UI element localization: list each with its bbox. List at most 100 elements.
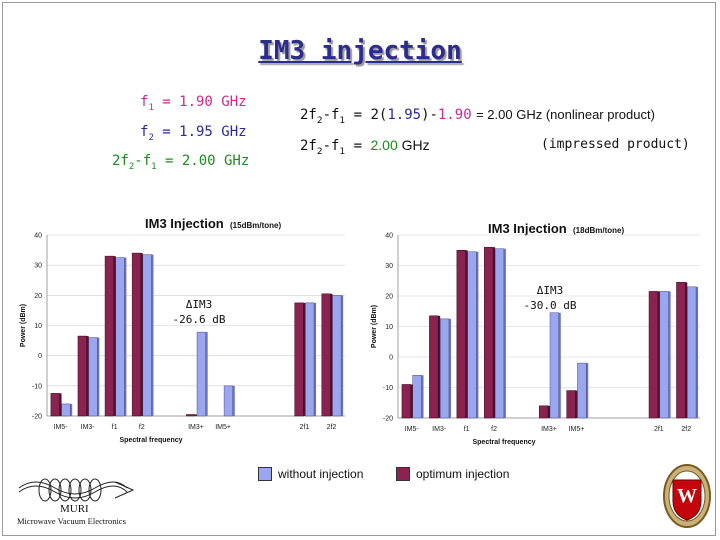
chart0-xtick: IM5+: [215, 424, 231, 431]
chart0-bar-without: [305, 302, 315, 417]
f1-symbol: f: [140, 94, 149, 110]
chart0-xtick: IM5-: [54, 424, 69, 431]
chart-right: IM3 Injection (18dBm/tone) -20 -10 0 10 20 30 40…: [371, 221, 700, 446]
chart1-bar-without: [467, 251, 477, 419]
chart0-subtitle: (15dBm/tone): [230, 221, 281, 230]
chart1-bar-without: [494, 248, 505, 419]
chart0-xlabel: Spectral frequency: [119, 437, 182, 444]
chart1-bar-without: [687, 286, 697, 419]
f2-symbol: f: [140, 124, 149, 140]
chart0-annotation-value: -26.6 dB: [173, 313, 226, 326]
chart1-bar-optimum: [566, 390, 576, 419]
imd-definition: 2f2-f1 = 2.00 GHz: [112, 153, 249, 172]
chart1-ytick: -10: [383, 385, 393, 392]
chart1-bar-optimum: [456, 250, 466, 419]
imp-term-b: -f: [322, 138, 340, 154]
imp-term-a: 2f: [300, 138, 317, 154]
legend-without-swatch: [258, 467, 272, 481]
chart0-bar-optimum: [50, 393, 60, 417]
chart0-bar-optimum: [186, 414, 196, 417]
chart1-ylabel: Power (dBm): [371, 305, 378, 348]
nl-sub-1: 1: [339, 115, 346, 126]
impressed-label: (impressed product): [541, 137, 690, 152]
chart0-xtick: f2: [139, 424, 145, 431]
chart1-xtick: 2f1: [654, 426, 664, 433]
chart1-ytick: 0: [389, 355, 393, 362]
imp-sub-2: 2: [316, 146, 323, 157]
f2-definition: f2 = 1.95 GHz: [140, 124, 247, 143]
nl-f2-value: 1.95: [387, 107, 422, 123]
muri-logo: MURI Microwave Vacuum Electronics: [15, 470, 140, 530]
chart0-bar-without: [223, 385, 234, 417]
chart0-bar-without: [332, 295, 342, 417]
uw-seal: W: [662, 463, 712, 529]
chart0-ytick: 20: [34, 293, 42, 300]
chart1-xlabel: Spectral frequency: [472, 439, 535, 446]
imp-mid: =: [345, 138, 371, 154]
chart0-bar-optimum: [131, 252, 142, 417]
chart1-bar-without: [659, 291, 669, 419]
chart0-bar-optimum: [104, 255, 114, 417]
chart0-ytick: -20: [32, 414, 42, 421]
nonlinear-equation: 2f2-f1 = 2(1.95)-1.90 = 2.00 GHz (nonlin…: [300, 107, 655, 126]
f1-subscript: 1: [148, 102, 154, 113]
chart0-ytick: -10: [32, 383, 42, 390]
chart1-ytick: 20: [385, 294, 393, 301]
nl-sub-2: 2: [316, 115, 323, 126]
chart0-bar-without: [88, 337, 98, 417]
chart1-xtick: f1: [464, 426, 470, 433]
uw-crest-graphic: [663, 464, 711, 528]
impressed-equation: 2f2-f1 = 2.00 GHz: [300, 137, 430, 157]
chart-left: IM3 Injection (15dBm/tone) -20 -10 0 10 20 30 40…: [20, 216, 345, 444]
chart1-bar-without: [412, 375, 422, 419]
chart1-ytick: 40: [385, 233, 393, 240]
f2-value: = 1.95 GHz: [153, 124, 247, 140]
imd-value: = 2.00 GHz: [156, 153, 250, 169]
uw-seal-letter: W: [677, 485, 697, 507]
imd-term-a: 2f: [112, 153, 129, 169]
imp-unit: GHz: [397, 137, 430, 153]
chart0-ytick: 40: [34, 233, 42, 240]
legend-without: without injection: [258, 467, 363, 481]
chart1-bar-optimum: [676, 282, 686, 419]
chart1-annotation-label: ΔIM3: [537, 284, 564, 297]
muri-label: MURI: [60, 503, 89, 515]
chart0-bar-without: [115, 257, 125, 417]
chart0-xtick: IM3+: [188, 424, 204, 431]
chart1-bar-without: [549, 312, 560, 419]
chart0-ytick: 30: [34, 263, 42, 270]
imp-value: 2.00: [370, 137, 398, 153]
imd-sub-2: 2: [128, 161, 135, 172]
chart0-ytick: 10: [34, 323, 42, 330]
nl-term-a: 2f: [300, 107, 317, 123]
chart1-bar-without: [439, 318, 450, 419]
f1-value: = 1.90 GHz: [153, 94, 247, 110]
imd-sub-1: 1: [151, 161, 157, 172]
chart0-xtick: 2f2: [327, 424, 337, 431]
nl-mid: = 2(: [345, 107, 388, 123]
chart1-ytick: 10: [385, 324, 393, 331]
chart1-bar-without: [577, 362, 587, 419]
nl-close: )-: [421, 107, 438, 123]
nl-f1-value: 1.90: [437, 107, 472, 123]
legend-optimum: optimum injection: [396, 467, 509, 481]
chart0-bar-optimum: [321, 293, 331, 417]
chart0-bar-without: [196, 331, 206, 417]
chart0-xtick: IM3-: [81, 424, 96, 431]
chart0-ylabel: Power (dBm): [20, 304, 27, 347]
chart1-bar-optimum: [538, 405, 549, 419]
chart1-xtick: IM5+: [569, 426, 585, 433]
chart0-xtick: 2f1: [299, 424, 309, 431]
chart1-bar-optimum: [484, 246, 494, 419]
nl-term-b: -f: [322, 107, 340, 123]
imp-sub-1: 1: [339, 146, 346, 157]
chart1-xtick: IM5-: [405, 426, 420, 433]
slide-title: IM3 injection: [258, 36, 462, 66]
helix-graphic: [18, 478, 135, 502]
chart1-xtick: IM3-: [432, 426, 447, 433]
chart1-bar-optimum: [401, 384, 411, 419]
chart1-bar-optimum: [648, 291, 659, 419]
chart1-xtick: 2f2: [681, 426, 691, 433]
chart1-xtick: f2: [491, 426, 497, 433]
